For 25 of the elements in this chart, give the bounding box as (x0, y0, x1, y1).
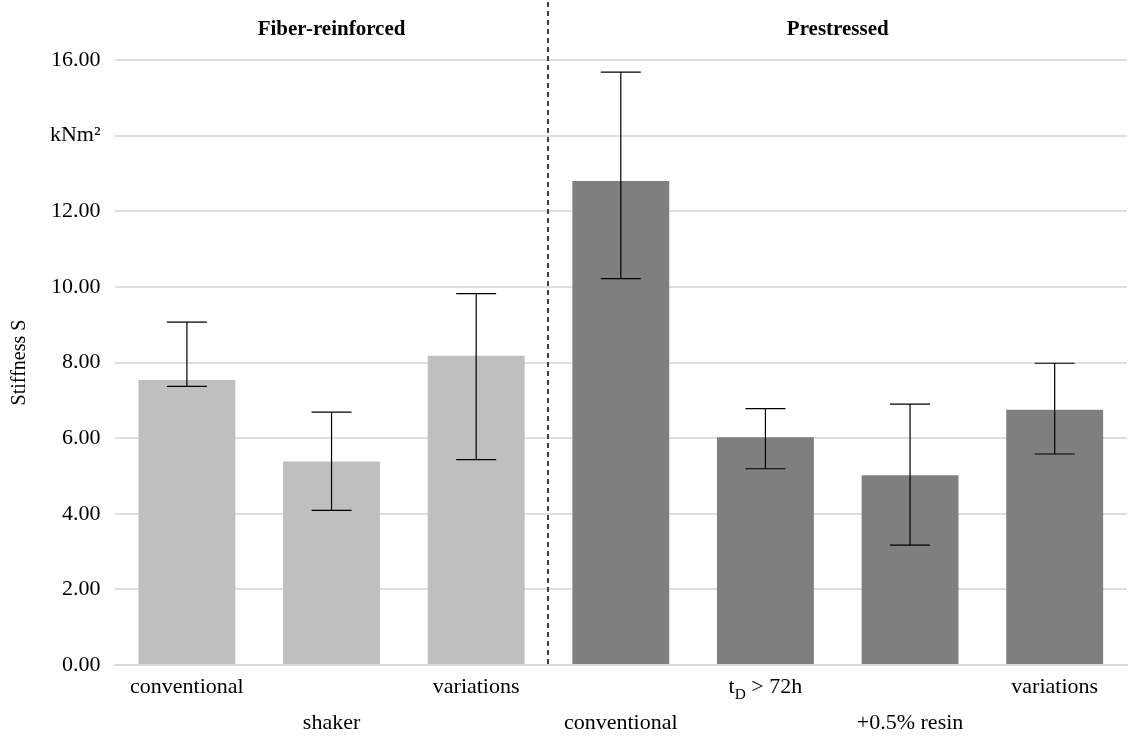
x-tick-label: shaker (302, 709, 361, 734)
y-tick-label: 0.00 (62, 650, 101, 676)
y-tick-label: 10.00 (51, 272, 101, 298)
bar (283, 461, 380, 664)
x-tick-label: variations (432, 673, 520, 698)
x-tick-label: +0.5% resin (856, 709, 964, 734)
text: Fiber-reinforced (257, 16, 406, 41)
y-tick-label: 2.00 (62, 575, 101, 601)
bar (861, 475, 959, 664)
bar (1006, 409, 1104, 664)
y-tick-label: 6.00 (62, 423, 101, 449)
y-tick-label: 8.00 (62, 348, 101, 374)
y-tick-label: kNm² (49, 121, 101, 147)
x-tick-label: conventional (563, 709, 678, 734)
bar (572, 181, 670, 664)
bar (716, 437, 814, 664)
y-tick-label: 4.00 (62, 499, 101, 525)
y-axis-title: Stiffness S (7, 319, 30, 406)
text: Prestressed (786, 16, 889, 41)
bar (427, 355, 525, 664)
bar (138, 379, 236, 664)
x-tick-label: conventional (130, 673, 244, 698)
x-tick-label: variations (1011, 673, 1099, 698)
y-tick-label: 16.00 (51, 45, 101, 71)
y-tick-label: 12.00 (51, 197, 101, 223)
